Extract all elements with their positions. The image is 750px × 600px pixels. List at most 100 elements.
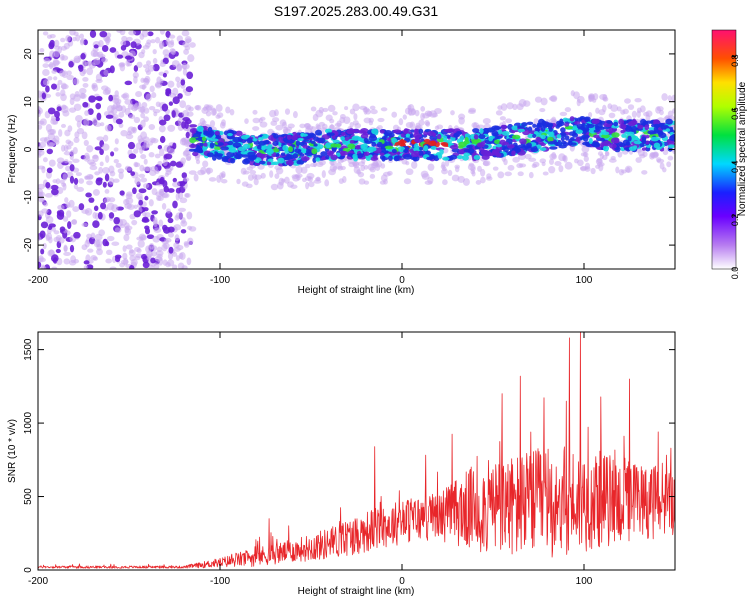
spectrogram-cell xyxy=(113,147,119,152)
spectrogram-cell xyxy=(101,85,109,91)
spectrogram-cell xyxy=(55,92,61,97)
spectrogram-cell xyxy=(123,233,130,242)
spectrogram-cell xyxy=(51,188,59,196)
spectrogram-cell xyxy=(241,181,249,187)
spectrogram-cell xyxy=(143,207,149,212)
spectrogram-cell xyxy=(103,134,109,142)
spectrogram-cell xyxy=(644,120,654,124)
spectrogram-cell xyxy=(109,266,117,269)
spectrogram-cell xyxy=(158,219,164,227)
spectrogram-cell xyxy=(315,109,324,118)
spectrogram-cell xyxy=(121,35,128,42)
spectrogram-cell xyxy=(98,229,106,237)
spectrogram-cell xyxy=(163,185,169,193)
spectrogram-cell xyxy=(313,143,318,147)
spectrogram-x-tick-label: -100 xyxy=(210,275,230,286)
spectrogram-cell xyxy=(168,92,177,98)
spectrogram-cell xyxy=(143,140,149,149)
spectrogram-cell xyxy=(413,128,419,135)
spectrogram-cell xyxy=(606,120,613,124)
spectrogram-cell xyxy=(139,84,147,89)
spectrogram-cell xyxy=(42,157,48,163)
spectrogram-cell xyxy=(661,93,668,101)
spectrogram-cell xyxy=(340,165,346,171)
spectrogram-cell xyxy=(321,123,328,130)
spectrogram-cell xyxy=(147,31,154,37)
spectrogram-cell xyxy=(284,176,290,184)
spectrogram-cell xyxy=(68,107,77,113)
spectrogram-cell xyxy=(439,148,444,155)
spectrogram-cell xyxy=(427,140,437,147)
spectrogram-cell xyxy=(215,104,223,112)
spectrogram-cell xyxy=(84,175,91,180)
spectrogram-cell xyxy=(172,96,180,105)
spectrogram-cell xyxy=(308,181,315,188)
spectrogram-cell xyxy=(199,142,204,147)
spectrogram-cell xyxy=(175,187,181,194)
spectrogram-cell xyxy=(140,154,147,160)
spectrogram-cell xyxy=(125,133,134,140)
spectrogram-cell xyxy=(628,146,637,151)
spectrogram-cell xyxy=(548,158,555,165)
spectrogram-cell xyxy=(631,125,638,132)
spectrogram-cell xyxy=(363,165,369,170)
spectrogram-cell xyxy=(526,121,534,125)
spectrogram-cell xyxy=(442,135,448,142)
spectrogram-cell xyxy=(173,224,182,231)
spectrogram-cell xyxy=(214,130,220,136)
spectrogram-cell xyxy=(163,114,171,122)
spectrogram-cell xyxy=(120,45,127,51)
spectrogram-cell xyxy=(363,137,369,143)
spectrogram-cell xyxy=(149,242,155,250)
spectrogram-cell xyxy=(45,181,51,189)
spectrogram-cell xyxy=(326,132,332,136)
spectrogram-cell xyxy=(49,39,56,48)
chart-title: S197.2025.283.00.49.G31 xyxy=(274,3,438,19)
spectrogram-cell xyxy=(667,110,674,117)
spectrogram-cell xyxy=(340,136,345,141)
spectrogram-cell xyxy=(286,160,294,166)
spectrogram-cell xyxy=(153,111,158,117)
spectrogram-cell xyxy=(563,155,568,163)
spectrogram-cell xyxy=(58,209,65,217)
spectrogram-cell xyxy=(79,87,87,94)
spectrogram-cell xyxy=(437,153,443,159)
spectrogram-cell xyxy=(186,257,192,266)
spectrogram-cell xyxy=(92,84,99,92)
spectrogram-cell xyxy=(403,178,412,185)
spectrogram-cell xyxy=(330,154,338,161)
spectrogram-cell xyxy=(637,124,644,130)
spectrogram-y-tick-label: 20 xyxy=(23,48,34,60)
spectrogram-cell xyxy=(38,124,43,130)
spectrogram-cell xyxy=(245,134,250,139)
spectrogram-cell xyxy=(355,144,361,150)
spectrogram-cell xyxy=(59,226,66,232)
spectrogram-cell xyxy=(39,118,47,126)
spectrogram-cell xyxy=(372,154,378,160)
spectrogram-x-tick-label: 0 xyxy=(399,275,405,286)
spectrogram-cell xyxy=(108,94,114,102)
spectrogram-cell xyxy=(456,155,464,160)
spectrogram-cell xyxy=(292,111,298,119)
spectrogram-cell xyxy=(288,146,294,153)
spectrogram-cell xyxy=(165,167,173,173)
spectrogram-cell xyxy=(167,226,175,233)
spectrogram-cell xyxy=(405,121,414,129)
spectrogram-cell xyxy=(55,248,61,254)
spectrogram-cell xyxy=(167,188,175,193)
spectrogram-cell xyxy=(512,103,518,111)
spectrogram-cell xyxy=(306,172,315,180)
spectrogram-cell xyxy=(151,188,158,196)
spectrogram-cell xyxy=(61,70,68,79)
spectrogram-cell xyxy=(187,237,194,245)
spectrogram-cell xyxy=(261,145,266,151)
spectrogram-cell xyxy=(45,124,52,132)
spectrogram-cell xyxy=(369,173,376,179)
spectrogram-cell xyxy=(504,171,512,177)
spectrogram-cell xyxy=(443,128,453,133)
spectrogram-y-tick-label: 10 xyxy=(23,96,34,108)
spectrogram-cell xyxy=(95,73,103,82)
spectrogram-cell xyxy=(149,137,156,143)
spectrogram-cell xyxy=(659,109,664,116)
spectrogram-cell xyxy=(138,188,147,194)
